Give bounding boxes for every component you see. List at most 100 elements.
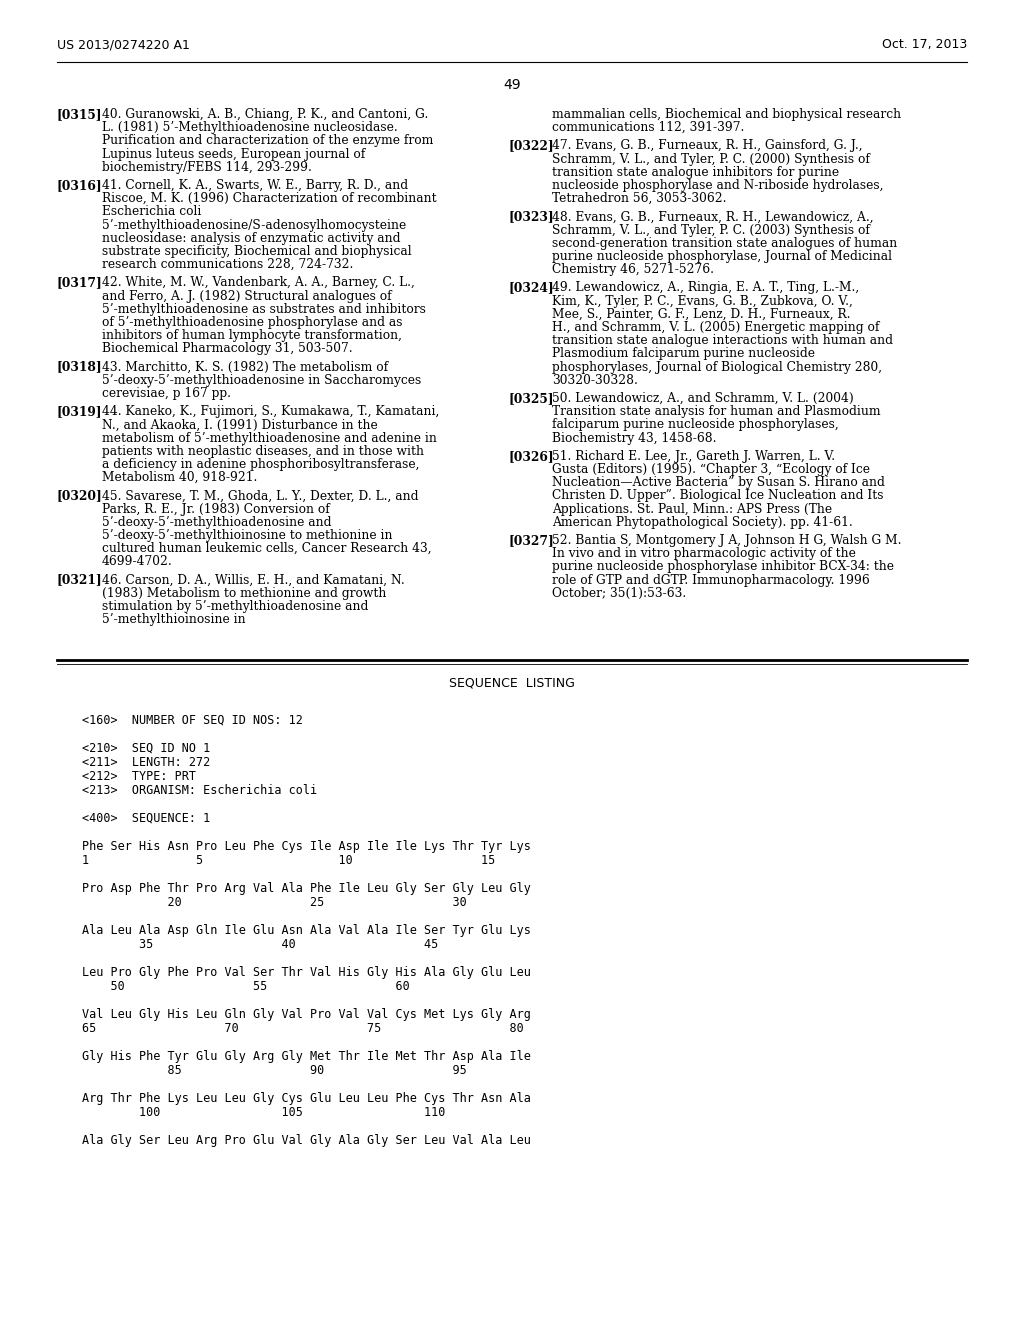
Text: [0320]: [0320] <box>57 490 102 503</box>
Text: Nucleation—Active Bacteria” by Susan S. Hirano and: Nucleation—Active Bacteria” by Susan S. … <box>552 477 885 490</box>
Text: Escherichia coli: Escherichia coli <box>102 206 202 218</box>
Text: 40. Guranowski, A. B., Chiang, P. K., and Cantoni, G.: 40. Guranowski, A. B., Chiang, P. K., an… <box>102 108 428 121</box>
Text: Ala Leu Ala Asp Gln Ile Glu Asn Ala Val Ala Ile Ser Tyr Glu Lys: Ala Leu Ala Asp Gln Ile Glu Asn Ala Val … <box>82 924 530 937</box>
Text: 50                  55                  60: 50 55 60 <box>82 979 410 993</box>
Text: falciparum purine nucleoside phosphorylases,: falciparum purine nucleoside phosphoryla… <box>552 418 839 432</box>
Text: 52. Bantia S, Montgomery J A, Johnson H G, Walsh G M.: 52. Bantia S, Montgomery J A, Johnson H … <box>552 535 901 546</box>
Text: <400>  SEQUENCE: 1: <400> SEQUENCE: 1 <box>82 812 210 825</box>
Text: 85                  90                  95: 85 90 95 <box>82 1064 467 1077</box>
Text: L. (1981) 5’-Methylthioadenosine nucleosidase.: L. (1981) 5’-Methylthioadenosine nucleos… <box>102 121 397 135</box>
Text: 4699-4702.: 4699-4702. <box>102 556 173 569</box>
Text: [0321]: [0321] <box>57 574 102 586</box>
Text: Lupinus luteus seeds, European journal of: Lupinus luteus seeds, European journal o… <box>102 148 366 161</box>
Text: Riscoe, M. K. (1996) Characterization of recombinant: Riscoe, M. K. (1996) Characterization of… <box>102 193 436 205</box>
Text: purine nucleoside phosphorylase inhibitor BCX-34: the: purine nucleoside phosphorylase inhibito… <box>552 561 894 573</box>
Text: [0315]: [0315] <box>57 108 102 121</box>
Text: 44. Kaneko, K., Fujimori, S., Kumakawa, T., Kamatani,: 44. Kaneko, K., Fujimori, S., Kumakawa, … <box>102 405 439 418</box>
Text: 43. Marchitto, K. S. (1982) The metabolism of: 43. Marchitto, K. S. (1982) The metaboli… <box>102 360 388 374</box>
Text: 42. White, M. W., Vandenbark, A. A., Barney, C. L.,: 42. White, M. W., Vandenbark, A. A., Bar… <box>102 276 415 289</box>
Text: Val Leu Gly His Leu Gln Gly Val Pro Val Val Cys Met Lys Gly Arg: Val Leu Gly His Leu Gln Gly Val Pro Val … <box>82 1008 530 1020</box>
Text: research communications 228, 724-732.: research communications 228, 724-732. <box>102 259 353 271</box>
Text: American Phytopathological Society). pp. 41-61.: American Phytopathological Society). pp.… <box>552 516 853 529</box>
Text: mammalian cells, Biochemical and biophysical research: mammalian cells, Biochemical and biophys… <box>552 108 901 121</box>
Text: phosphorylases, Journal of Biological Chemistry 280,: phosphorylases, Journal of Biological Ch… <box>552 360 882 374</box>
Text: substrate specificity, Biochemical and biophysical: substrate specificity, Biochemical and b… <box>102 246 412 257</box>
Text: 65                  70                  75                  80: 65 70 75 80 <box>82 1022 523 1035</box>
Text: <213>  ORGANISM: Escherichia coli: <213> ORGANISM: Escherichia coli <box>82 784 317 797</box>
Text: Metabolism 40, 918-921.: Metabolism 40, 918-921. <box>102 471 257 484</box>
Text: Purification and characterization of the enzyme from: Purification and characterization of the… <box>102 135 433 148</box>
Text: Mee, S., Painter, G. F., Lenz, D. H., Furneaux, R.: Mee, S., Painter, G. F., Lenz, D. H., Fu… <box>552 308 851 321</box>
Text: Kim, K., Tyler, P. C., Evans, G. B., Zubkova, O. V.,: Kim, K., Tyler, P. C., Evans, G. B., Zub… <box>552 294 853 308</box>
Text: 35                  40                  45: 35 40 45 <box>82 939 438 950</box>
Text: cultured human leukemic cells, Cancer Research 43,: cultured human leukemic cells, Cancer Re… <box>102 543 432 556</box>
Text: Phe Ser His Asn Pro Leu Phe Cys Ile Asp Ile Ile Lys Thr Tyr Lys: Phe Ser His Asn Pro Leu Phe Cys Ile Asp … <box>82 840 530 853</box>
Text: [0323]: [0323] <box>508 210 554 223</box>
Text: 1               5                   10                  15: 1 5 10 15 <box>82 854 496 867</box>
Text: <160>  NUMBER OF SEQ ID NOS: 12: <160> NUMBER OF SEQ ID NOS: 12 <box>82 714 303 727</box>
Text: patients with neoplastic diseases, and in those with: patients with neoplastic diseases, and i… <box>102 445 424 458</box>
Text: US 2013/0274220 A1: US 2013/0274220 A1 <box>57 38 189 51</box>
Text: [0319]: [0319] <box>57 405 102 418</box>
Text: role of GTP and dGTP. Immunopharmacology. 1996: role of GTP and dGTP. Immunopharmacology… <box>552 574 869 586</box>
Text: Schramm, V. L., and Tyler, P. C. (2003) Synthesis of: Schramm, V. L., and Tyler, P. C. (2003) … <box>552 223 869 236</box>
Text: [0316]: [0316] <box>57 180 102 191</box>
Text: In vivo and in vitro pharmacologic activity of the: In vivo and in vitro pharmacologic activ… <box>552 548 856 560</box>
Text: cerevisiae, p 167 pp.: cerevisiae, p 167 pp. <box>102 387 231 400</box>
Text: SEQUENCE  LISTING: SEQUENCE LISTING <box>450 676 574 689</box>
Text: [0327]: [0327] <box>508 535 554 546</box>
Text: 5’-methylthioinosine in: 5’-methylthioinosine in <box>102 614 246 626</box>
Text: Transition state analysis for human and Plasmodium: Transition state analysis for human and … <box>552 405 881 418</box>
Text: 48. Evans, G. B., Furneaux, R. H., Lewandowicz, A.,: 48. Evans, G. B., Furneaux, R. H., Lewan… <box>552 210 873 223</box>
Text: Applications. St. Paul, Minn.: APS Press (The: Applications. St. Paul, Minn.: APS Press… <box>552 503 833 516</box>
Text: 51. Richard E. Lee, Jr., Gareth J. Warren, L. V.: 51. Richard E. Lee, Jr., Gareth J. Warre… <box>552 450 836 463</box>
Text: Pro Asp Phe Thr Pro Arg Val Ala Phe Ile Leu Gly Ser Gly Leu Gly: Pro Asp Phe Thr Pro Arg Val Ala Phe Ile … <box>82 882 530 895</box>
Text: (1983) Metabolism to methionine and growth: (1983) Metabolism to methionine and grow… <box>102 587 386 599</box>
Text: 50. Lewandowicz, A., and Schramm, V. L. (2004): 50. Lewandowicz, A., and Schramm, V. L. … <box>552 392 854 405</box>
Text: 30320-30328.: 30320-30328. <box>552 374 638 387</box>
Text: Ala Gly Ser Leu Arg Pro Glu Val Gly Ala Gly Ser Leu Val Ala Leu: Ala Gly Ser Leu Arg Pro Glu Val Gly Ala … <box>82 1134 530 1147</box>
Text: Plasmodium falciparum purine nucleoside: Plasmodium falciparum purine nucleoside <box>552 347 815 360</box>
Text: N., and Akaoka, I. (1991) Disturbance in the: N., and Akaoka, I. (1991) Disturbance in… <box>102 418 378 432</box>
Text: [0317]: [0317] <box>57 276 102 289</box>
Text: nucleosidase: analysis of enzymatic activity and: nucleosidase: analysis of enzymatic acti… <box>102 232 400 244</box>
Text: [0326]: [0326] <box>508 450 554 463</box>
Text: transition state analogue inhibitors for purine: transition state analogue inhibitors for… <box>552 166 839 178</box>
Text: and Ferro, A. J. (1982) Structural analogues of: and Ferro, A. J. (1982) Structural analo… <box>102 289 391 302</box>
Text: Gly His Phe Tyr Glu Gly Arg Gly Met Thr Ile Met Thr Asp Ala Ile: Gly His Phe Tyr Glu Gly Arg Gly Met Thr … <box>82 1049 530 1063</box>
Text: H., and Schramm, V. L. (2005) Energetic mapping of: H., and Schramm, V. L. (2005) Energetic … <box>552 321 880 334</box>
Text: 100                 105                 110: 100 105 110 <box>82 1106 445 1119</box>
Text: 49. Lewandowicz, A., Ringia, E. A. T., Ting, L.-M.,: 49. Lewandowicz, A., Ringia, E. A. T., T… <box>552 281 859 294</box>
Text: communications 112, 391-397.: communications 112, 391-397. <box>552 121 744 135</box>
Text: Leu Pro Gly Phe Pro Val Ser Thr Val His Gly His Ala Gly Glu Leu: Leu Pro Gly Phe Pro Val Ser Thr Val His … <box>82 966 530 979</box>
Text: 5’-methylthioadenosine/S-adenosylhomocysteine: 5’-methylthioadenosine/S-adenosylhomocys… <box>102 219 407 231</box>
Text: 45. Savarese, T. M., Ghoda, L. Y., Dexter, D. L., and: 45. Savarese, T. M., Ghoda, L. Y., Dexte… <box>102 490 419 503</box>
Text: [0318]: [0318] <box>57 360 102 374</box>
Text: stimulation by 5’-methylthioadenosine and: stimulation by 5’-methylthioadenosine an… <box>102 601 369 612</box>
Text: Biochemical Pharmacology 31, 503-507.: Biochemical Pharmacology 31, 503-507. <box>102 342 352 355</box>
Text: <211>  LENGTH: 272: <211> LENGTH: 272 <box>82 756 210 770</box>
Text: 47. Evans, G. B., Furneaux, R. H., Gainsford, G. J.,: 47. Evans, G. B., Furneaux, R. H., Gains… <box>552 140 862 152</box>
Text: Christen D. Upper”. Biological Ice Nucleation and Its: Christen D. Upper”. Biological Ice Nucle… <box>552 490 884 503</box>
Text: Schramm, V. L., and Tyler, P. C. (2000) Synthesis of: Schramm, V. L., and Tyler, P. C. (2000) … <box>552 153 869 165</box>
Text: a deficiency in adenine phosphoribosyltransferase,: a deficiency in adenine phosphoribosyltr… <box>102 458 420 471</box>
Text: Arg Thr Phe Lys Leu Leu Gly Cys Glu Leu Leu Phe Cys Thr Asn Ala: Arg Thr Phe Lys Leu Leu Gly Cys Glu Leu … <box>82 1092 530 1105</box>
Text: Parks, R. E., Jr. (1983) Conversion of: Parks, R. E., Jr. (1983) Conversion of <box>102 503 330 516</box>
Text: biochemistry/FEBS 114, 293-299.: biochemistry/FEBS 114, 293-299. <box>102 161 312 174</box>
Text: 20                  25                  30: 20 25 30 <box>82 896 467 909</box>
Text: 5’-methylthioadenosine as substrates and inhibitors: 5’-methylthioadenosine as substrates and… <box>102 302 426 315</box>
Text: transition state analogue interactions with human and: transition state analogue interactions w… <box>552 334 893 347</box>
Text: Biochemistry 43, 1458-68.: Biochemistry 43, 1458-68. <box>552 432 717 445</box>
Text: Oct. 17, 2013: Oct. 17, 2013 <box>882 38 967 51</box>
Text: 49: 49 <box>503 78 521 92</box>
Text: 5’-deoxy-5’-methylthioinosine to methionine in: 5’-deoxy-5’-methylthioinosine to methion… <box>102 529 392 543</box>
Text: of 5’-methylthioadenosine phosphorylase and as: of 5’-methylthioadenosine phosphorylase … <box>102 315 402 329</box>
Text: second-generation transition state analogues of human: second-generation transition state analo… <box>552 236 897 249</box>
Text: [0322]: [0322] <box>508 140 554 152</box>
Text: <210>  SEQ ID NO 1: <210> SEQ ID NO 1 <box>82 742 210 755</box>
Text: 46. Carson, D. A., Willis, E. H., and Kamatani, N.: 46. Carson, D. A., Willis, E. H., and Ka… <box>102 574 404 586</box>
Text: [0325]: [0325] <box>508 392 554 405</box>
Text: 41. Cornell, K. A., Swarts, W. E., Barry, R. D., and: 41. Cornell, K. A., Swarts, W. E., Barry… <box>102 180 409 191</box>
Text: nucleoside phosphorylase and N-riboside hydrolases,: nucleoside phosphorylase and N-riboside … <box>552 180 884 191</box>
Text: <212>  TYPE: PRT: <212> TYPE: PRT <box>82 770 196 783</box>
